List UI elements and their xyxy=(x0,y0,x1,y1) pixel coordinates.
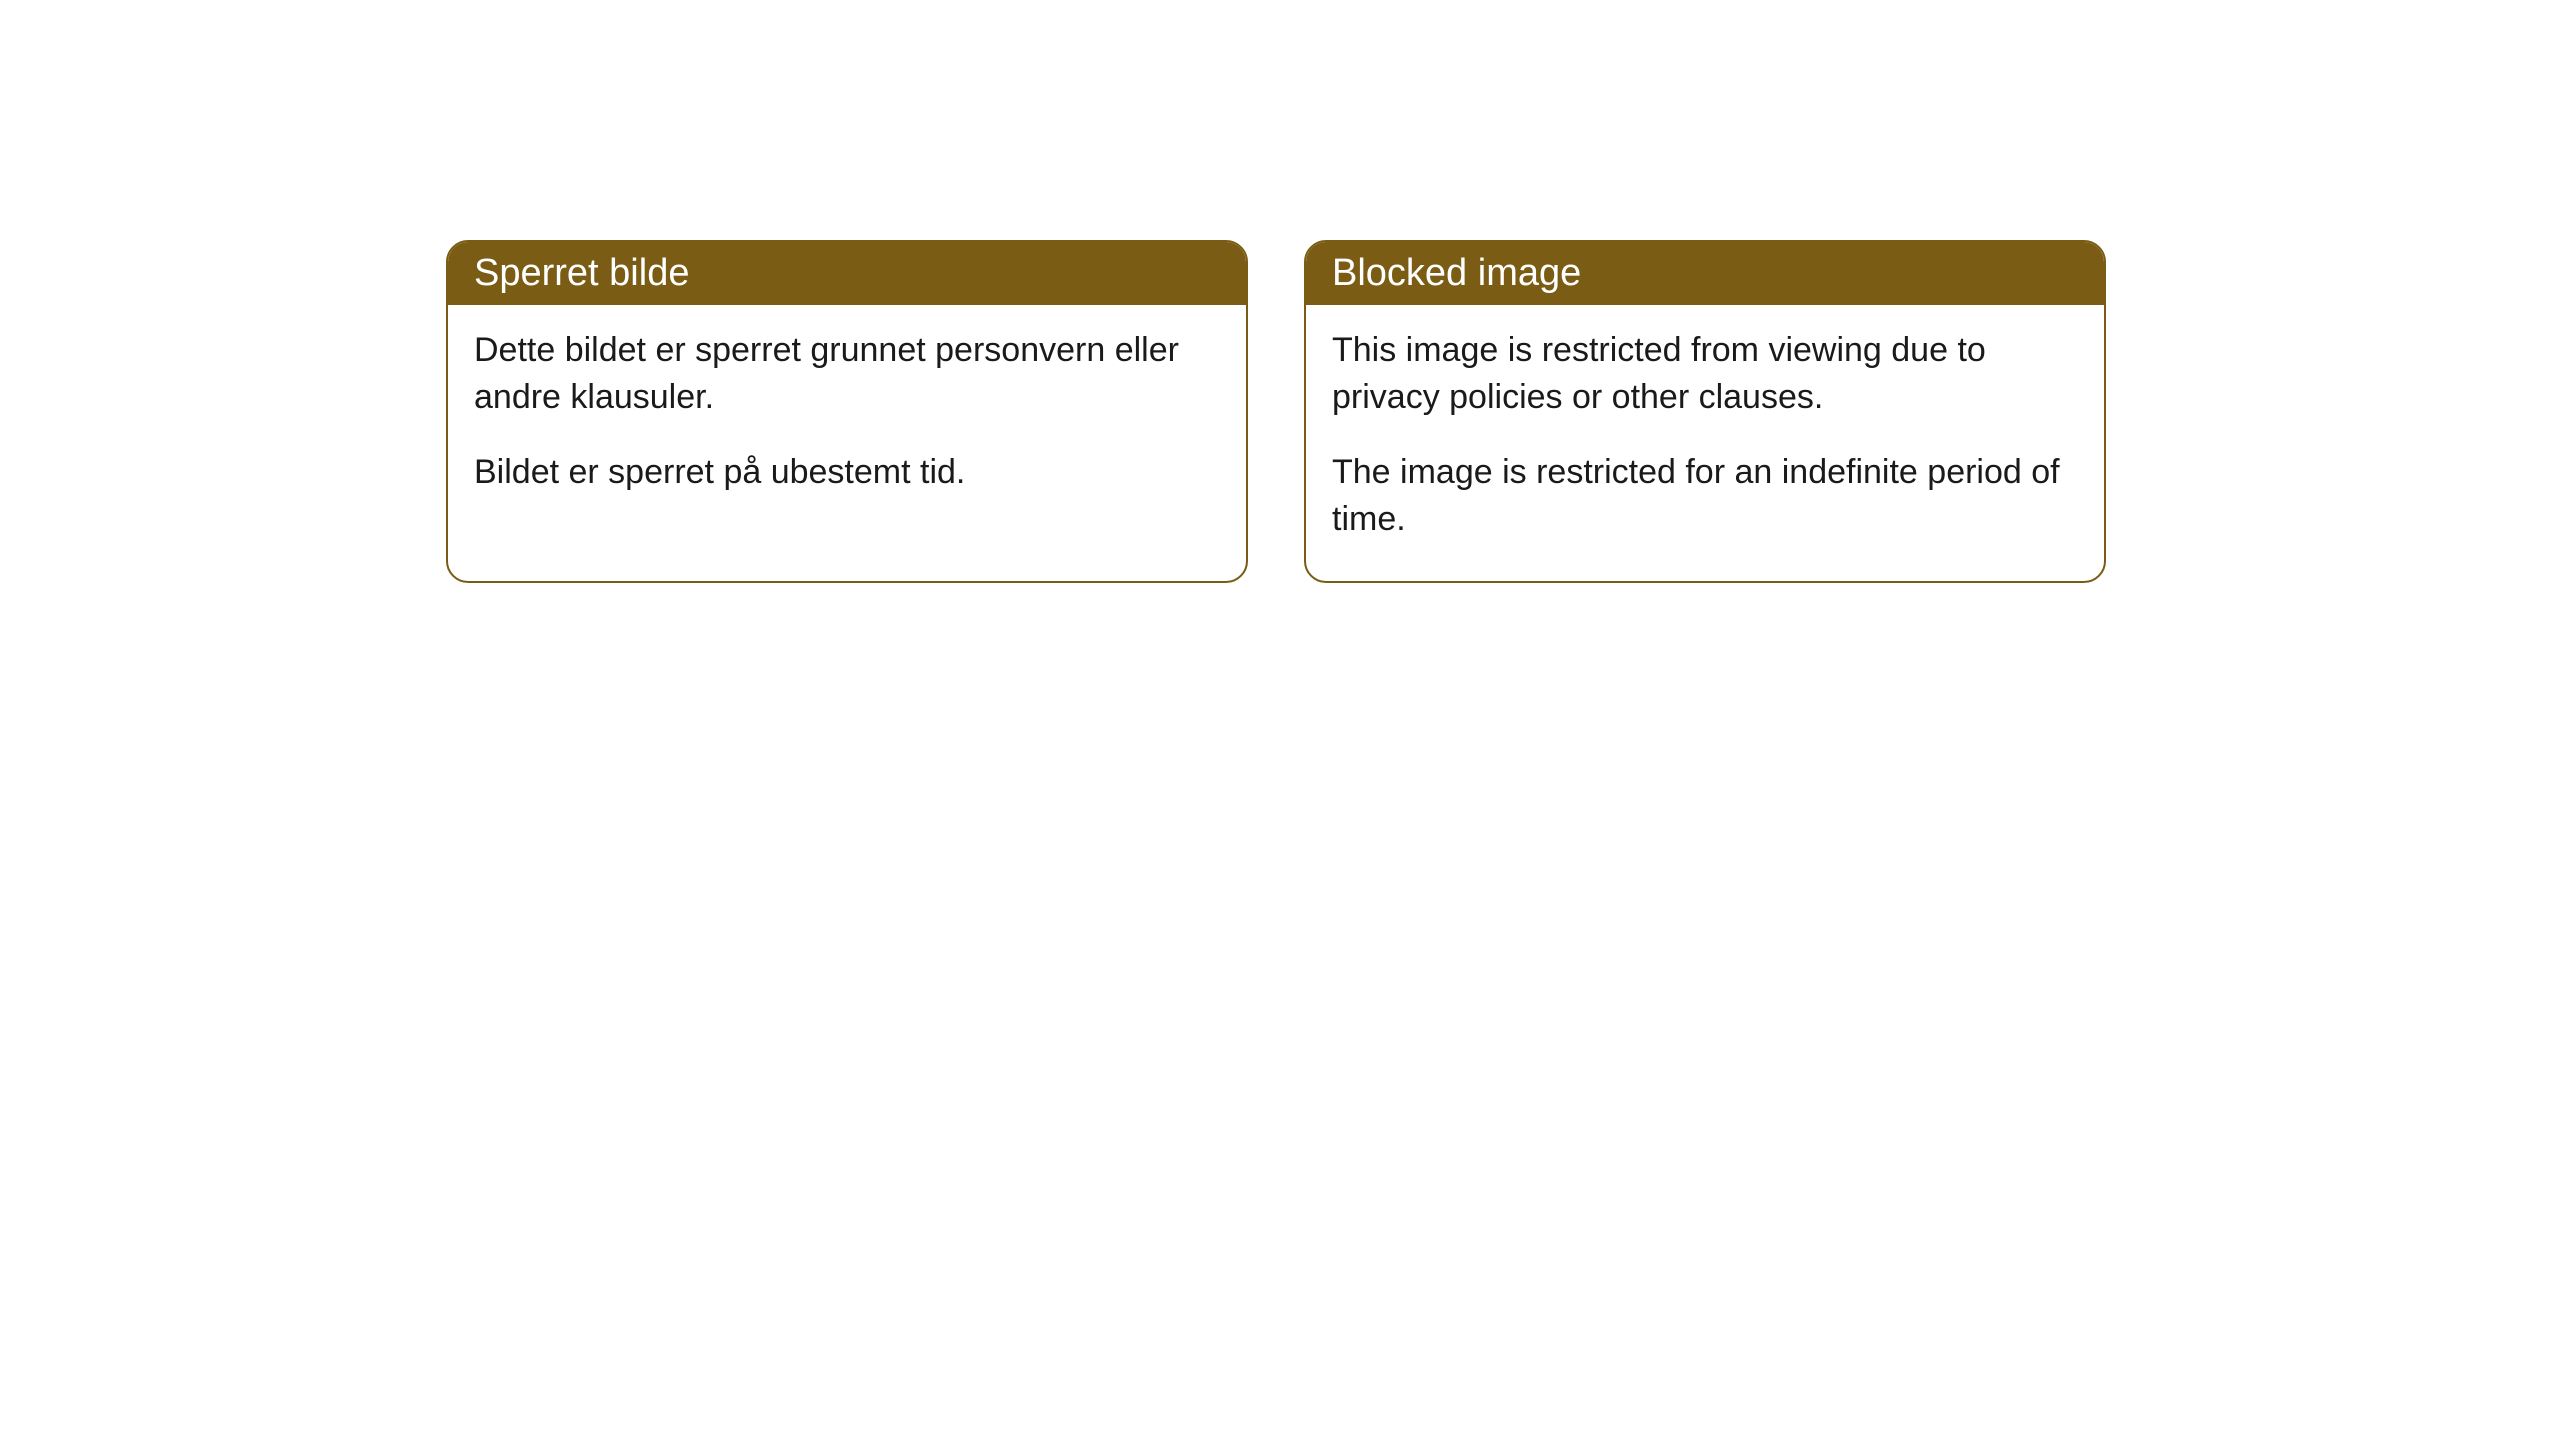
card-paragraph: This image is restricted from viewing du… xyxy=(1332,327,2078,421)
card-header: Sperret bilde xyxy=(448,242,1246,305)
card-header: Blocked image xyxy=(1306,242,2104,305)
card-body: Dette bildet er sperret grunnet personve… xyxy=(448,305,1246,534)
notice-card-norwegian: Sperret bilde Dette bildet er sperret gr… xyxy=(446,240,1248,583)
card-body: This image is restricted from viewing du… xyxy=(1306,305,2104,581)
card-paragraph: Bildet er sperret på ubestemt tid. xyxy=(474,449,1220,496)
card-paragraph: Dette bildet er sperret grunnet personve… xyxy=(474,327,1220,421)
notice-card-english: Blocked image This image is restricted f… xyxy=(1304,240,2106,583)
card-paragraph: The image is restricted for an indefinit… xyxy=(1332,449,2078,543)
notice-container: Sperret bilde Dette bildet er sperret gr… xyxy=(0,0,2560,583)
card-title: Sperret bilde xyxy=(474,252,689,294)
card-title: Blocked image xyxy=(1332,252,1581,294)
